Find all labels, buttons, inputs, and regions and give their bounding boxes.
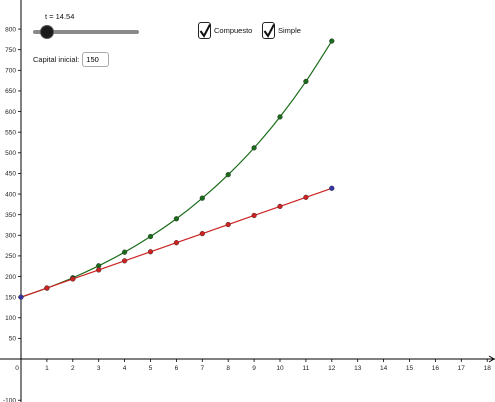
compuesto-point <box>199 195 205 201</box>
capital-inicial-label: Capital inicial: <box>33 55 80 64</box>
y-tick-label: 250 <box>5 253 16 260</box>
compuesto-point <box>277 114 283 120</box>
x-tick-label: 8 <box>226 365 230 372</box>
y-tick-label: 450 <box>5 171 16 178</box>
x-axis-arrow-icon <box>488 355 495 363</box>
y-tick-label: -100 <box>3 398 16 402</box>
x-tick-label: 4 <box>123 365 127 372</box>
x-tick-label: 3 <box>97 365 101 372</box>
simple-point <box>173 240 180 246</box>
y-tick-label: 100 <box>5 315 16 322</box>
compuesto-label: Compuesto <box>214 26 253 35</box>
compuesto-point <box>121 249 128 255</box>
x-tick-label: 17 <box>458 365 466 372</box>
t-slider-knob[interactable] <box>41 26 53 38</box>
x-tick-label: 9 <box>252 365 256 372</box>
checkmark-icon <box>263 24 275 38</box>
compuesto-point <box>173 216 180 222</box>
y-tick-label: 400 <box>5 191 16 198</box>
simple-point <box>199 231 205 237</box>
capital-inicial-row: Capital inicial: <box>33 52 110 67</box>
y-tick-label: 700 <box>5 68 16 75</box>
y-tick-label: 50 <box>9 336 17 343</box>
simple-point <box>303 194 309 200</box>
x-tick-label: 16 <box>432 365 440 372</box>
simple-point <box>329 185 335 191</box>
series-layer <box>18 38 335 300</box>
x-tick-label: 10 <box>276 365 284 372</box>
simple-point <box>96 267 102 273</box>
compuesto-point <box>329 38 335 44</box>
simple-point <box>121 258 128 264</box>
simple-checkbox-box[interactable] <box>262 22 275 39</box>
t-slider-track[interactable] <box>33 30 139 34</box>
x-tick-label: 12 <box>328 365 336 372</box>
compuesto-point <box>225 172 231 178</box>
x-tick-label: 1 <box>45 365 49 372</box>
x-tick-label: 15 <box>406 365 414 372</box>
x-tick-label: 7 <box>200 365 204 372</box>
simple-point <box>44 285 50 291</box>
simple-label: Simple <box>278 26 301 35</box>
compuesto-checkbox-box[interactable] <box>198 22 211 39</box>
y-tick-label: 500 <box>5 150 16 157</box>
start-point <box>18 294 24 300</box>
y-tick-label: 800 <box>5 26 16 33</box>
simple-point <box>251 212 257 219</box>
y-tick-label: 550 <box>5 129 16 136</box>
compuesto-checkbox[interactable]: Compuesto <box>198 22 252 39</box>
y-tick-label: 750 <box>5 47 16 54</box>
x-tick-label: 18 <box>484 365 492 372</box>
compuesto-point <box>147 233 154 240</box>
simple-point <box>147 249 154 255</box>
y-tick-label: 150 <box>5 294 16 301</box>
checkmark-icon <box>199 24 211 38</box>
y-tick-label: 350 <box>5 212 16 219</box>
x-tick-label: 6 <box>175 365 179 372</box>
capital-inicial-input[interactable] <box>82 52 110 67</box>
x-tick-label: 14 <box>380 365 388 372</box>
x-tick-label: 11 <box>303 365 310 372</box>
simple-checkbox[interactable]: Simple <box>262 22 301 39</box>
t-slider[interactable]: t = 14.54 <box>33 12 141 43</box>
y-tick-label: 200 <box>5 274 16 281</box>
x-tick-label: 0 <box>15 365 19 372</box>
compuesto-point <box>303 78 309 85</box>
t-slider-label: t = 14.54 <box>45 12 75 21</box>
simple-point <box>277 203 283 210</box>
y-tick-label: 650 <box>5 88 16 95</box>
y-tick-label: 600 <box>5 109 16 116</box>
x-tick-label: 13 <box>354 365 362 372</box>
x-tick-label: 2 <box>71 365 75 372</box>
simple-point <box>225 221 231 228</box>
compuesto-series-line <box>20 40 333 298</box>
x-tick-label: 5 <box>149 365 153 372</box>
y-tick-label: 300 <box>5 233 16 240</box>
compuesto-point <box>251 145 257 151</box>
simple-point <box>70 276 76 282</box>
